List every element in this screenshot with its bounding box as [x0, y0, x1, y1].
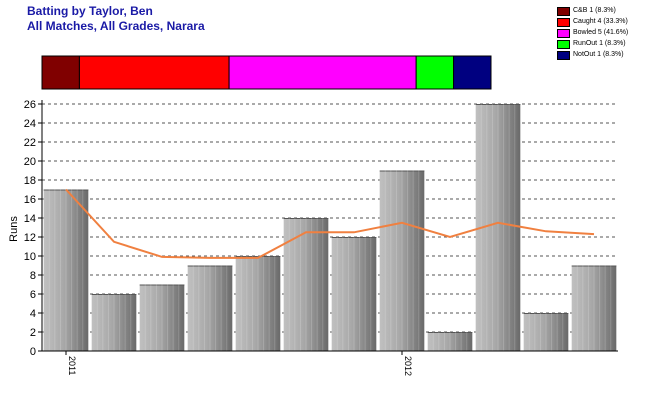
chart-title: Batting by Taylor, Ben	[27, 4, 153, 18]
bar	[475, 104, 521, 351]
stack-segment	[228, 55, 417, 90]
dismissal-stacked-bar	[41, 55, 492, 90]
bar	[139, 284, 185, 351]
x-tick-label: 2012	[403, 356, 413, 376]
bar-body	[331, 237, 377, 351]
legend-swatch	[557, 29, 570, 38]
legend-label: NotOut 1 (8.3%)	[573, 51, 624, 58]
legend-label: Caught 4 (33.3%)	[573, 18, 628, 25]
bar	[235, 256, 281, 351]
bar	[523, 313, 569, 351]
y-tick-label: 10	[24, 251, 36, 263]
legend-label: RunOut 1 (8.3%)	[573, 40, 626, 47]
y-axis-label: Runs	[8, 216, 20, 242]
y-tick-label: 14	[24, 213, 36, 225]
bar	[187, 265, 233, 351]
legend-swatch	[557, 7, 570, 16]
legend-label: Bowled 5 (41.6%)	[573, 29, 629, 36]
bar-body	[235, 256, 281, 351]
y-tick-label: 20	[24, 156, 36, 168]
x-axis-ticks: 2011 2012	[65, 351, 413, 376]
y-tick-label: 6	[30, 289, 36, 301]
legend-label: C&B 1 (8.3%)	[573, 7, 616, 14]
y-tick-label: 12	[24, 232, 36, 244]
bar-body	[427, 332, 473, 351]
bar-body	[139, 284, 185, 351]
stack-segment	[453, 55, 492, 90]
bar	[283, 218, 329, 351]
grid	[42, 103, 618, 333]
y-tick-label: 24	[24, 118, 36, 130]
bar	[379, 170, 425, 351]
x-tick-label: 2011	[67, 356, 77, 375]
bar	[571, 265, 617, 351]
bar	[43, 189, 89, 351]
bar	[427, 332, 473, 351]
stack-segment	[41, 55, 80, 90]
bars	[43, 104, 617, 351]
y-tick-label: 18	[24, 175, 36, 187]
y-tick-label: 0	[30, 346, 36, 358]
bar-body	[571, 265, 617, 351]
y-tick-label: 8	[30, 270, 36, 282]
line-series	[65, 188, 595, 259]
chart-subtitle: All Matches, All Grades, Narara	[27, 19, 205, 33]
legend-swatch	[557, 18, 570, 27]
bar-body	[91, 294, 137, 351]
stack-segment	[78, 55, 230, 90]
y-tick-label: 16	[24, 194, 36, 206]
bar-body	[379, 170, 425, 351]
legend-swatch	[557, 40, 570, 49]
bar-body	[523, 313, 569, 351]
y-tick-label: 22	[24, 137, 36, 149]
legend-swatch	[557, 51, 570, 60]
y-tick-label: 4	[30, 308, 36, 320]
y-tick-label: 2	[30, 327, 36, 339]
y-tick-label: 26	[24, 99, 36, 111]
bar	[331, 237, 377, 351]
stack-segment	[415, 55, 455, 90]
bar	[91, 294, 137, 351]
bar-body	[187, 265, 233, 351]
average-line	[65, 188, 595, 259]
bar-body	[43, 189, 89, 351]
